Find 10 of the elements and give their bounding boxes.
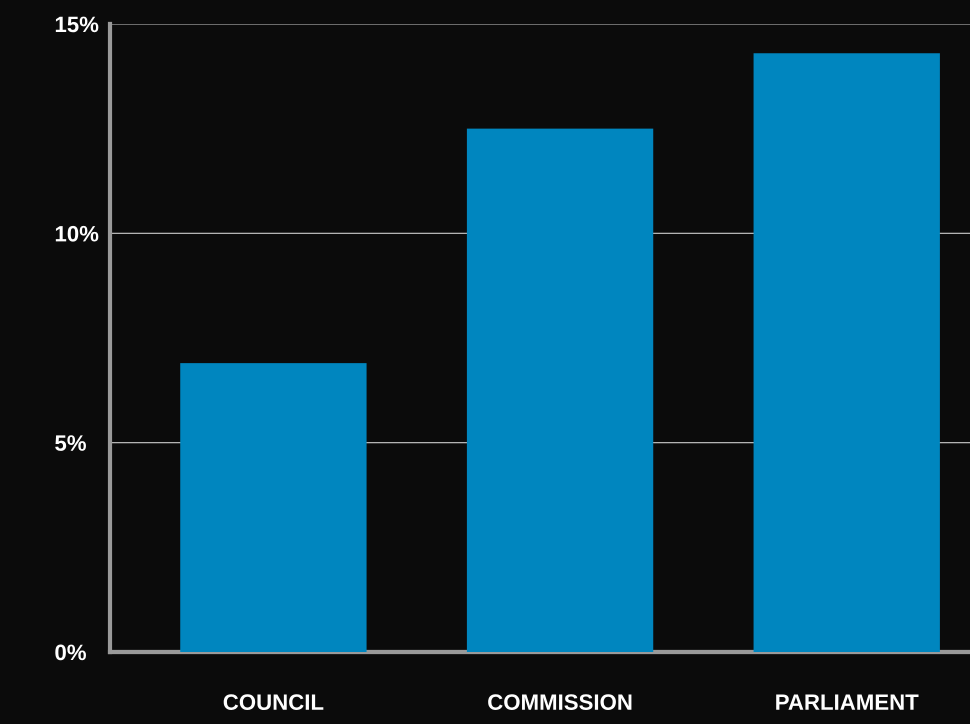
bar <box>180 363 367 652</box>
y-tick-label: 15% <box>56 16 98 32</box>
bar <box>466 128 654 652</box>
x-tick-label: COUNCIL <box>224 694 324 710</box>
x-tick-label: COMMISSION <box>488 694 632 710</box>
y-tick-label: 0% <box>55 644 86 660</box>
y-tick-label: 10% <box>56 226 98 242</box>
bar <box>754 53 940 652</box>
y-tick-label: 5% <box>55 435 86 451</box>
x-tick-label: PARLIAMENT <box>776 694 919 710</box>
